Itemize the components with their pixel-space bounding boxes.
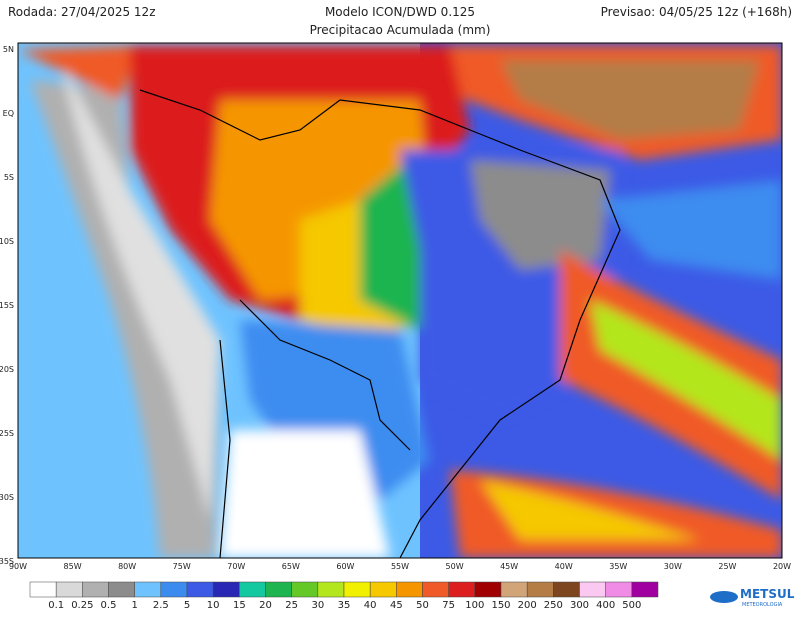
logo-tagline: METEOROLOGIA [742, 602, 783, 608]
precip-field [18, 43, 782, 558]
legend-label: 20 [259, 600, 272, 611]
legend-label: 200 [518, 600, 537, 611]
legend-swatch [526, 581, 554, 598]
legend-label: 150 [491, 600, 510, 611]
lat-label: EQ [3, 109, 14, 118]
lon-label: 45W [500, 562, 518, 571]
legend-swatch [291, 581, 319, 598]
model-label: Modelo ICON/DWD 0.125 [325, 5, 475, 19]
lat-label: 35S [0, 557, 14, 566]
legend-label: 75 [442, 600, 455, 611]
lon-label: 90W [9, 562, 27, 571]
lon-label: 65W [282, 562, 300, 571]
legend-label: 500 [622, 600, 641, 611]
legend-label: 30 [311, 600, 324, 611]
legend-swatch [343, 581, 371, 598]
legend-swatch [134, 581, 162, 598]
lon-label: 20W [773, 562, 791, 571]
legend-swatch [29, 581, 57, 598]
legend-swatch [500, 581, 528, 598]
legend-label: 45 [390, 600, 403, 611]
lon-label: 85W [64, 562, 82, 571]
legend-swatch [239, 581, 266, 598]
legend-label: 15 [233, 600, 246, 611]
legend-swatch [369, 581, 397, 598]
lon-label: 60W [336, 562, 354, 571]
legend-swatch [317, 581, 345, 598]
legend-swatch [108, 581, 135, 598]
legend-label: 400 [596, 600, 615, 611]
lon-label: 25W [718, 562, 736, 571]
legend-label: 2.5 [153, 600, 169, 611]
lat-label: 20S [0, 365, 14, 374]
legend-label: 0.1 [48, 600, 64, 611]
lat-label: 25S [0, 429, 14, 438]
legend-label: 5 [184, 600, 190, 611]
legend-swatch [186, 581, 214, 598]
legend-swatch [605, 581, 633, 598]
legend-label: 1 [131, 600, 137, 611]
subtitle: Precipitacao Acumulada (mm) [310, 23, 491, 37]
legend-swatch [448, 581, 476, 598]
lon-label: 50W [446, 562, 464, 571]
legend-label: 10 [207, 600, 220, 611]
lat-label: 5S [4, 173, 14, 182]
lat-label: 15S [0, 301, 14, 310]
legend-label: 50 [416, 600, 429, 611]
legend-swatch [82, 581, 109, 598]
legend-swatch [474, 581, 502, 598]
legend-label: 0.5 [101, 600, 117, 611]
legend-label: 250 [544, 600, 563, 611]
legend-label: 40 [364, 600, 377, 611]
lat-label: 10S [0, 237, 14, 246]
legend-swatch [55, 581, 83, 598]
legend-swatch [160, 581, 188, 598]
legend-label: 100 [465, 600, 484, 611]
legend-label: 35 [338, 600, 351, 611]
lon-label: 70W [227, 562, 245, 571]
legend-swatch [265, 581, 292, 598]
legend-label: 0.25 [71, 600, 93, 611]
legend-swatch [579, 581, 606, 598]
forecast-label: Previsao: 04/05/25 12z (+168h) [601, 5, 792, 19]
logo-name: METSUL [740, 587, 795, 601]
lon-label: 35W [609, 562, 627, 571]
legend-swatch [212, 581, 240, 598]
lon-label: 75W [173, 562, 191, 571]
legend-swatch [553, 581, 580, 598]
legend-swatch [631, 581, 659, 598]
run-label: Rodada: 27/04/2025 12z [8, 5, 156, 19]
lon-label: 80W [118, 562, 136, 571]
legend-swatch [422, 581, 449, 598]
lon-label: 30W [664, 562, 682, 571]
lat-label: 5N [3, 45, 14, 54]
legend-swatch [396, 581, 423, 598]
lon-label: 55W [391, 562, 409, 571]
lon-label: 40W [555, 562, 573, 571]
logo-icon [710, 591, 738, 603]
legend-label: 300 [570, 600, 589, 611]
map-frame [17, 42, 783, 559]
lat-label: 30S [0, 493, 14, 502]
legend-label: 25 [285, 600, 298, 611]
